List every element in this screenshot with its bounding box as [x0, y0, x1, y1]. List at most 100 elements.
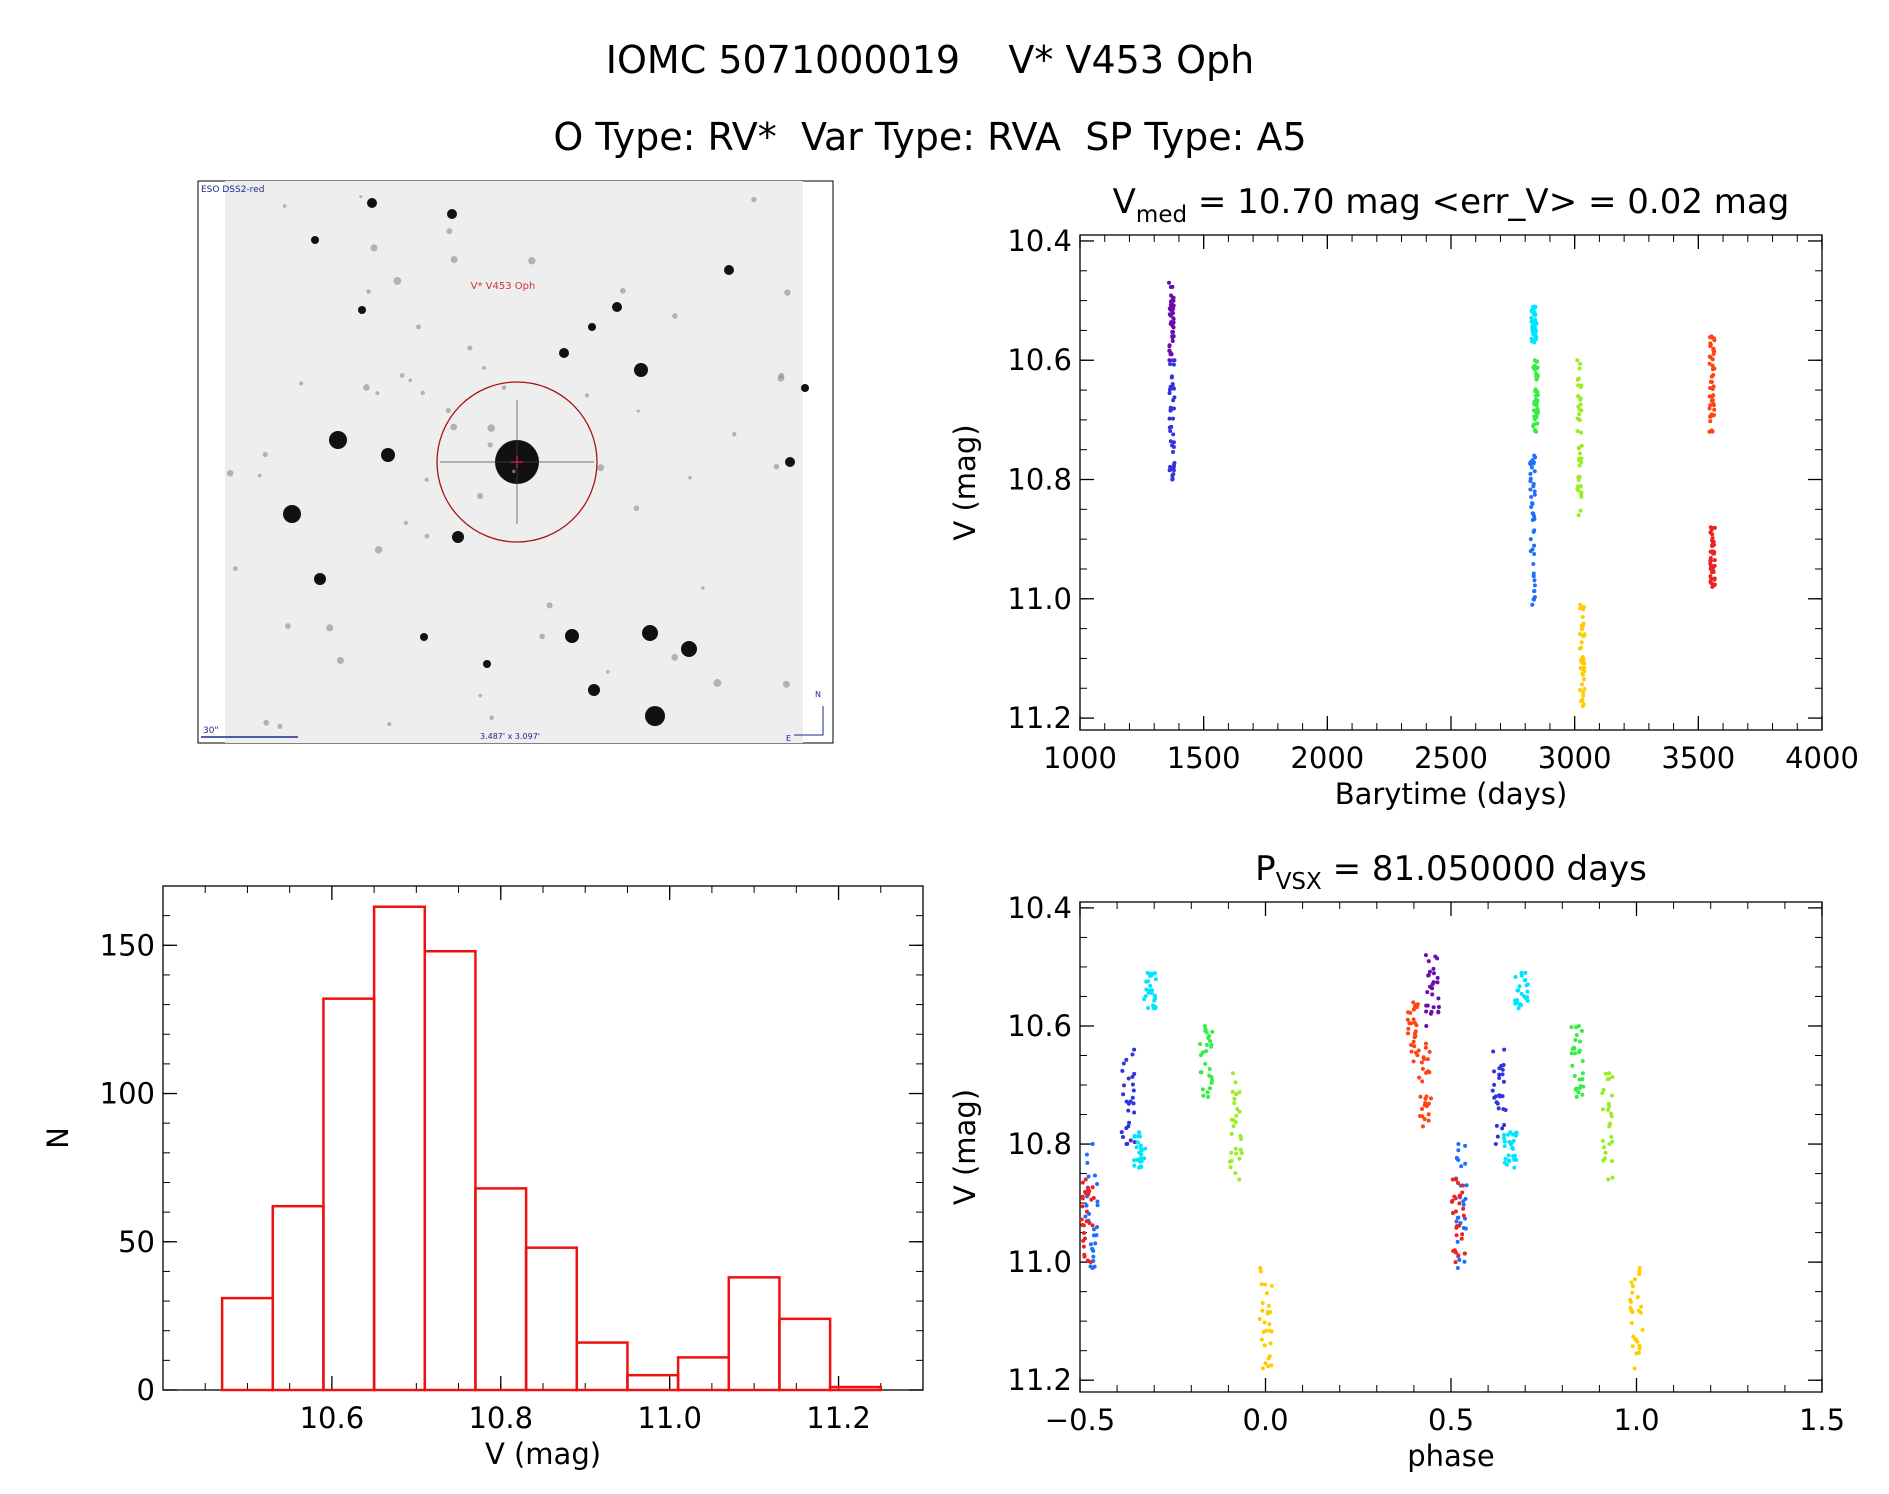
data-point: [1080, 1204, 1085, 1209]
data-point: [1128, 1138, 1133, 1143]
data-point: [1090, 1266, 1095, 1271]
star: [408, 378, 413, 383]
data-point: [1119, 1130, 1124, 1135]
histogram-panel: 10.6 10.8 11.0 11.2 0 50 100 150 V (mag) N: [41, 885, 924, 1471]
data-point: [1517, 984, 1522, 989]
data-point: [1535, 393, 1540, 398]
data-point: [1600, 1091, 1605, 1096]
data-point: [1423, 953, 1428, 958]
data-point: [1461, 1206, 1466, 1211]
data-point: [1411, 1039, 1416, 1044]
star: [785, 457, 795, 467]
data-point: [1132, 1134, 1137, 1139]
data-point: [1134, 1145, 1139, 1150]
data-point: [1430, 992, 1435, 997]
data-point: [1501, 1063, 1506, 1068]
data-point: [1572, 1074, 1577, 1079]
data-point: [1169, 320, 1174, 325]
data-point: [1456, 1215, 1461, 1220]
data-point: [1415, 1002, 1420, 1007]
data-point: [1574, 1025, 1579, 1030]
data-point: [1525, 989, 1530, 994]
data-point: [1497, 1072, 1502, 1077]
data-point: [1209, 1074, 1214, 1079]
data-point: [1708, 558, 1713, 563]
data-point: [1576, 513, 1581, 518]
star: [478, 693, 483, 698]
data-point: [1528, 537, 1533, 542]
data-point: [1530, 511, 1535, 516]
data-point: [1579, 408, 1584, 413]
data-point: [1531, 597, 1536, 602]
phased-curve-panel: −0.5 0.0 0.5 1.0 1.5 10.4 10.6 10.8 11.0 11.2 phas…: [948, 849, 1845, 1473]
data-point: [1168, 284, 1173, 289]
data-point: [1168, 439, 1173, 444]
data-point: [1581, 605, 1586, 610]
data-point: [1579, 645, 1584, 650]
data-point: [1417, 1075, 1422, 1080]
data-point: [1169, 293, 1174, 298]
data-point: [1126, 1124, 1131, 1129]
star: [452, 531, 464, 543]
data-point: [1463, 1161, 1468, 1166]
data-point: [1577, 456, 1582, 461]
data-point: [1170, 329, 1175, 334]
data-point: [1530, 517, 1535, 522]
data-point: [1502, 1160, 1507, 1165]
data-point: [1630, 1344, 1635, 1349]
data-point: [1529, 315, 1534, 320]
data-point: [1579, 1029, 1584, 1034]
data-point: [1456, 1142, 1461, 1147]
data-point: [1531, 460, 1536, 465]
data-point: [1269, 1363, 1274, 1368]
data-point: [1712, 366, 1717, 371]
star: [358, 306, 366, 314]
title-rest: = 10.70 mag <err_V> = 0.02 mag: [1187, 182, 1789, 222]
data-point: [1454, 1225, 1459, 1230]
data-point: [1452, 1248, 1457, 1253]
data-point: [1420, 1066, 1425, 1071]
data-point: [1424, 1003, 1429, 1008]
data-point: [1456, 1253, 1461, 1258]
data-point: [1497, 1066, 1502, 1071]
data-point: [1501, 1107, 1506, 1112]
data-point: [1130, 1095, 1135, 1100]
star: [620, 287, 626, 294]
data-point: [1170, 382, 1175, 387]
data-point: [1202, 1023, 1207, 1028]
data-point: [1081, 1231, 1086, 1236]
data-point: [1425, 1057, 1430, 1062]
data-point: [1233, 1146, 1238, 1151]
star: [381, 448, 395, 462]
data-point: [1138, 1143, 1143, 1148]
star: [375, 391, 380, 396]
x-tick-label: 10.8: [468, 1401, 533, 1435]
data-point: [1607, 1071, 1612, 1076]
data-point: [1576, 383, 1581, 388]
x-tick-label: 11.2: [806, 1401, 871, 1435]
data-point: [1120, 1068, 1125, 1073]
data-point: [1519, 970, 1524, 975]
data-point: [1267, 1322, 1272, 1327]
data-point: [1453, 1209, 1458, 1214]
data-point: [1607, 1104, 1612, 1109]
data-point: [1454, 1233, 1459, 1238]
x-tick-label: 0.0: [1242, 1403, 1288, 1437]
light-curve-panel: 1000 1500 2000 2500 3000 3500 4000 10.4 10.6 10.8…: [948, 182, 1859, 811]
data-point: [1490, 1088, 1495, 1093]
data-point: [1628, 1299, 1633, 1304]
data-point: [1205, 1094, 1210, 1099]
data-point: [1635, 1295, 1640, 1300]
data-point: [1237, 1177, 1242, 1182]
data-point: [1512, 1157, 1517, 1162]
data-point: [1229, 1131, 1234, 1136]
data-point: [1528, 487, 1533, 492]
y-axis-label: V (mag): [948, 424, 982, 540]
data-point: [1712, 558, 1717, 563]
histogram-bar: [828, 1385, 883, 1392]
data-point: [1124, 1142, 1129, 1147]
data-point: [1260, 1366, 1265, 1371]
data-point: [1580, 1092, 1585, 1097]
data-point: [1086, 1174, 1091, 1179]
data-point: [1436, 1009, 1441, 1014]
